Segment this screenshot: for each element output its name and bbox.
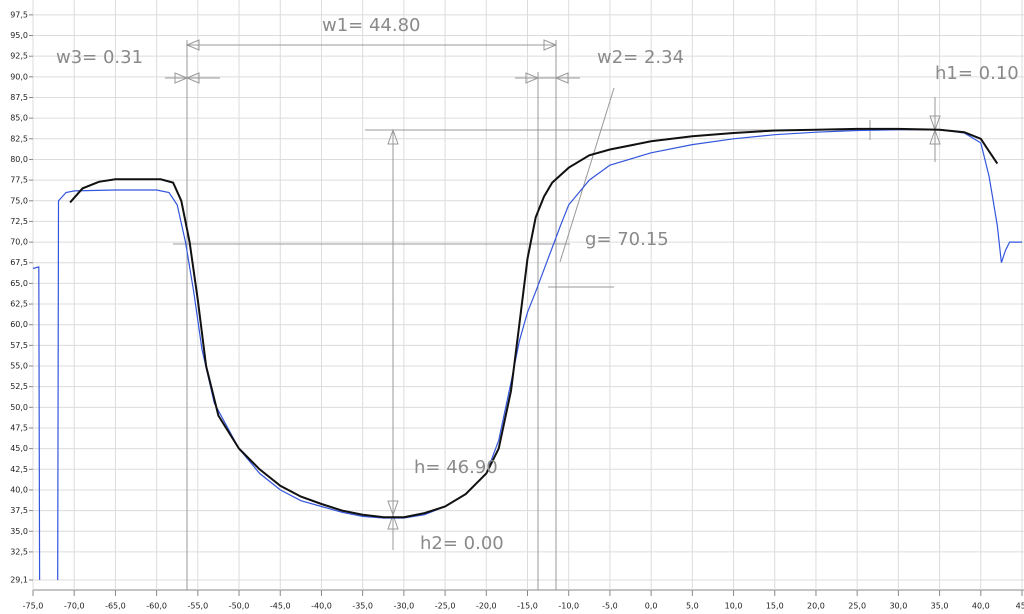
y-tick-label: 45,0 (10, 444, 28, 453)
x-tick-label: 30,0 (889, 602, 907, 611)
profile-line (69, 127, 999, 519)
x-tick-label: -60,0 (146, 602, 167, 611)
x-tick-label: -50,0 (229, 602, 250, 611)
y-tick-label: 52,5 (10, 382, 28, 391)
measurement-label: g= 70.15 (585, 229, 669, 250)
y-tick-label: 97,5 (10, 10, 28, 19)
y-tick-label: 47,5 (10, 423, 28, 432)
y-tick-label: 62,5 (10, 300, 28, 309)
measurement-label: w2= 2.34 (597, 47, 684, 68)
measurement-label: h1= 0.10 (935, 63, 1019, 84)
x-tick-label: 40,0 (972, 602, 990, 611)
y-tick-label: 55,0 (10, 362, 28, 371)
x-tick-label: 15,0 (766, 602, 784, 611)
measurement-label: w3= 0.31 (56, 47, 143, 68)
y-tick-label: 65,0 (10, 279, 28, 288)
x-tick-label: -5,0 (602, 602, 618, 611)
y-tick-label: 67,5 (10, 258, 28, 267)
y-tick-label: 72,5 (10, 217, 28, 226)
y-tick-label: 90,0 (10, 72, 28, 81)
x-tick-label: -70,0 (64, 602, 85, 611)
y-tick-label: 70,0 (10, 238, 28, 247)
y-tick-label: 87,5 (10, 93, 28, 102)
x-tick-label: 10,0 (725, 602, 743, 611)
y-tick-label: 82,5 (10, 134, 28, 143)
x-tick-label: -30,0 (394, 602, 415, 611)
y-tick-label: 32,5 (10, 547, 28, 556)
x-tick-label: -20,0 (476, 602, 497, 611)
measurement-label: w1= 44.80 (322, 15, 421, 36)
y-tick-label: 42,5 (10, 465, 28, 474)
x-tick-label: 0,0 (645, 602, 658, 611)
x-tick-label: 5,0 (686, 602, 699, 611)
x-tick-label: -65,0 (105, 602, 126, 611)
measurement-label: h2= 0.00 (420, 533, 504, 554)
y-tick-label: 40,0 (10, 485, 28, 494)
y-tick-label: 35,0 (10, 527, 28, 536)
y-tick-label: 92,5 (10, 52, 28, 61)
y-tick-label: 77,5 (10, 176, 28, 185)
grid: -75,0 -70,0 -65,0 -60,0 -55,0 -50,0 -45,0 -40,0… (10, 0, 1024, 611)
x-tick-label: -45,0 (270, 602, 291, 611)
x-tick-label: -15,0 (517, 602, 538, 611)
x-tick-label: -75,0 (23, 602, 44, 611)
x-tick-label: 25,0 (848, 602, 866, 611)
x-tick-label: 20,0 (807, 602, 825, 611)
y-tick-label: 75,0 (10, 196, 28, 205)
x-tick-label: -25,0 (435, 602, 456, 611)
x-tick-label: -35,0 (352, 602, 373, 611)
y-tick-label: 95,0 (10, 31, 28, 40)
y-tick-label: 50,0 (10, 403, 28, 412)
y-tick-label: 85,0 (10, 114, 28, 123)
x-tick-label: -55,0 (187, 602, 208, 611)
y-tick-label: 57,5 (10, 341, 28, 350)
y-tick-label: 29,1 (10, 576, 28, 585)
measurement-label: h= 46.90 (414, 457, 498, 478)
y-tick-label: 60,0 (10, 320, 28, 329)
x-tick-label: -10,0 (558, 602, 579, 611)
y-tick-label: 80,0 (10, 155, 28, 164)
x-tick-label: 45, (1016, 602, 1024, 611)
x-tick-label: -40,0 (311, 602, 332, 611)
x-tick-label: 35,0 (931, 602, 949, 611)
plot: w1= 44.80 w3= 0.31 w2= 2.34 h1= 0.10 g= 70.1… (32, 15, 1022, 581)
dimension-lines (165, 39, 941, 590)
y-tick-label: 37,5 (10, 506, 28, 515)
